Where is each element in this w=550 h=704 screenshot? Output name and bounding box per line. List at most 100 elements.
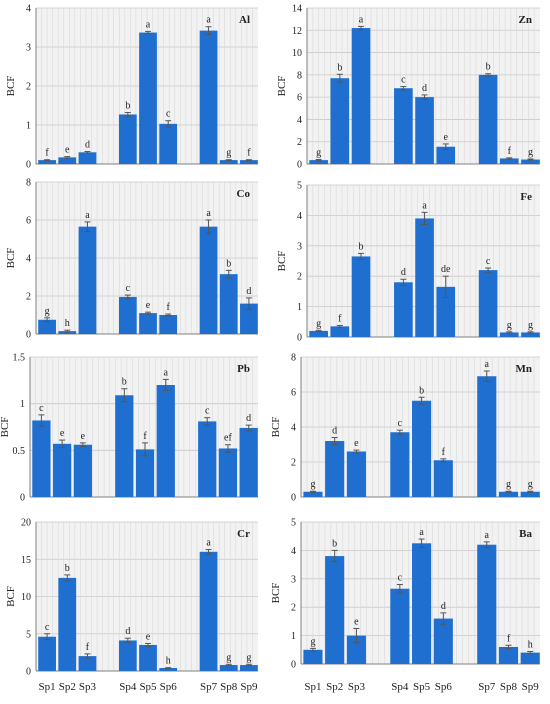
y-tick-label: 2	[297, 137, 302, 148]
bar	[309, 160, 328, 164]
bar	[118, 296, 137, 334]
panel-co: 0 2 4 6 8 BCF Co g h a c e f a b d	[5, 178, 258, 341]
y-tick-label: 0	[26, 667, 31, 678]
significance-letter: g	[528, 147, 533, 158]
bar	[156, 385, 175, 497]
bar	[78, 226, 97, 334]
y-tick-label: 15	[21, 555, 31, 566]
y-tick-label: 2	[291, 458, 296, 469]
bar	[58, 157, 77, 164]
bar	[346, 635, 366, 664]
significance-letter: f	[45, 148, 49, 159]
bar	[159, 123, 178, 164]
significance-letter: c	[398, 418, 403, 429]
bar	[499, 332, 519, 337]
y-tick-label: 3	[291, 574, 296, 585]
bar	[309, 330, 328, 337]
x-category-label: Sp1	[39, 681, 56, 693]
panel-cr: 0 5 10 15 20 BCF Cr c b f d e h a g g Sp1 Sp2 Sp3 Sp4 Sp5 Sp6…	[5, 518, 258, 693]
x-category-label: Sp3	[348, 681, 366, 693]
y-tick-label: 10	[292, 48, 302, 59]
panel-pb: 0 0.5 1 1.5 BCF Pb c e e b f a c ef d	[0, 353, 258, 504]
significance-letter: b	[337, 62, 342, 73]
x-category-label: Sp5	[413, 681, 431, 693]
y-tick-label: 1	[26, 121, 31, 132]
chart-title: Mn	[516, 363, 533, 375]
significance-letter: c	[401, 75, 406, 86]
panel-al: 0 1 2 3 4 BCF Al f e d b a c a g f	[5, 4, 258, 171]
significance-letter: f	[167, 302, 171, 313]
significance-letter: a	[485, 530, 490, 541]
y-tick-label: 2	[291, 603, 296, 614]
bar	[520, 652, 540, 664]
x-category-label: Sp2	[326, 681, 343, 693]
y-axis-label: BCF	[270, 583, 282, 604]
significance-letter: g	[506, 479, 511, 490]
significance-letter: g	[507, 320, 512, 331]
x-category-label: Sp6	[435, 681, 453, 693]
significance-letter: d	[125, 626, 130, 637]
y-tick-label: 5	[291, 518, 296, 529]
y-tick-label: 12	[292, 26, 302, 37]
bar	[412, 543, 432, 664]
bar	[38, 160, 56, 164]
significance-letter: g	[226, 148, 231, 159]
bar	[198, 421, 217, 497]
bar	[325, 556, 345, 664]
significance-letter: c	[166, 109, 171, 120]
x-category-label: Sp4	[119, 681, 137, 693]
bar	[118, 114, 137, 164]
bar	[394, 88, 413, 164]
panel-zn: 0 2 4 6 8 10 12 14 BCF Zn g b a c d e b f g	[276, 4, 540, 171]
significance-letter: a	[146, 19, 151, 30]
bar	[219, 665, 238, 671]
significance-letter: b	[419, 385, 424, 396]
significance-letter: a	[359, 14, 364, 25]
bar	[219, 274, 238, 334]
significance-letter: g	[310, 636, 315, 647]
bar	[303, 491, 323, 497]
bar	[38, 636, 56, 671]
bar	[115, 395, 134, 497]
y-tick-label: 2	[297, 272, 302, 283]
panel-fe: 0 1 2 3 4 5 BCF Fe g f b d a de c g g	[276, 181, 540, 344]
bar	[477, 376, 497, 497]
bar	[478, 74, 498, 164]
bar	[330, 78, 350, 164]
significance-letter: b	[65, 563, 70, 574]
significance-letter: b	[125, 101, 130, 112]
significance-letter: d	[441, 601, 446, 612]
significance-letter: e	[354, 438, 359, 449]
y-tick-label: 0	[20, 493, 25, 504]
bar	[415, 218, 434, 337]
x-category-label: Sp1	[304, 681, 321, 693]
significance-letter: a	[206, 208, 211, 219]
y-tick-label: 0	[297, 333, 302, 344]
significance-letter: c	[486, 256, 491, 267]
y-tick-label: 0	[297, 160, 302, 171]
y-tick-label: 5	[297, 181, 302, 192]
y-tick-label: 0	[26, 330, 31, 341]
bar	[58, 577, 77, 671]
bar	[199, 226, 218, 334]
significance-letter: h	[65, 318, 70, 329]
x-category-label: Sp2	[59, 681, 76, 693]
bar	[159, 668, 178, 671]
y-tick-label: 0.5	[13, 446, 26, 457]
bar	[139, 32, 157, 164]
y-tick-label: 4	[297, 115, 302, 126]
significance-letter: c	[39, 403, 44, 414]
bar	[218, 448, 238, 497]
x-category-label: Sp7	[200, 681, 218, 693]
significance-letter: d	[246, 413, 251, 424]
significance-letter: ef	[224, 433, 232, 444]
x-category-label: Sp4	[391, 681, 409, 693]
bar	[499, 158, 519, 164]
significance-letter: f	[338, 313, 342, 324]
significance-letter: a	[85, 210, 90, 221]
bar	[139, 313, 157, 334]
y-tick-label: 1	[291, 631, 296, 642]
y-tick-label: 6	[291, 388, 296, 399]
bar	[325, 441, 345, 497]
bar	[199, 30, 218, 165]
